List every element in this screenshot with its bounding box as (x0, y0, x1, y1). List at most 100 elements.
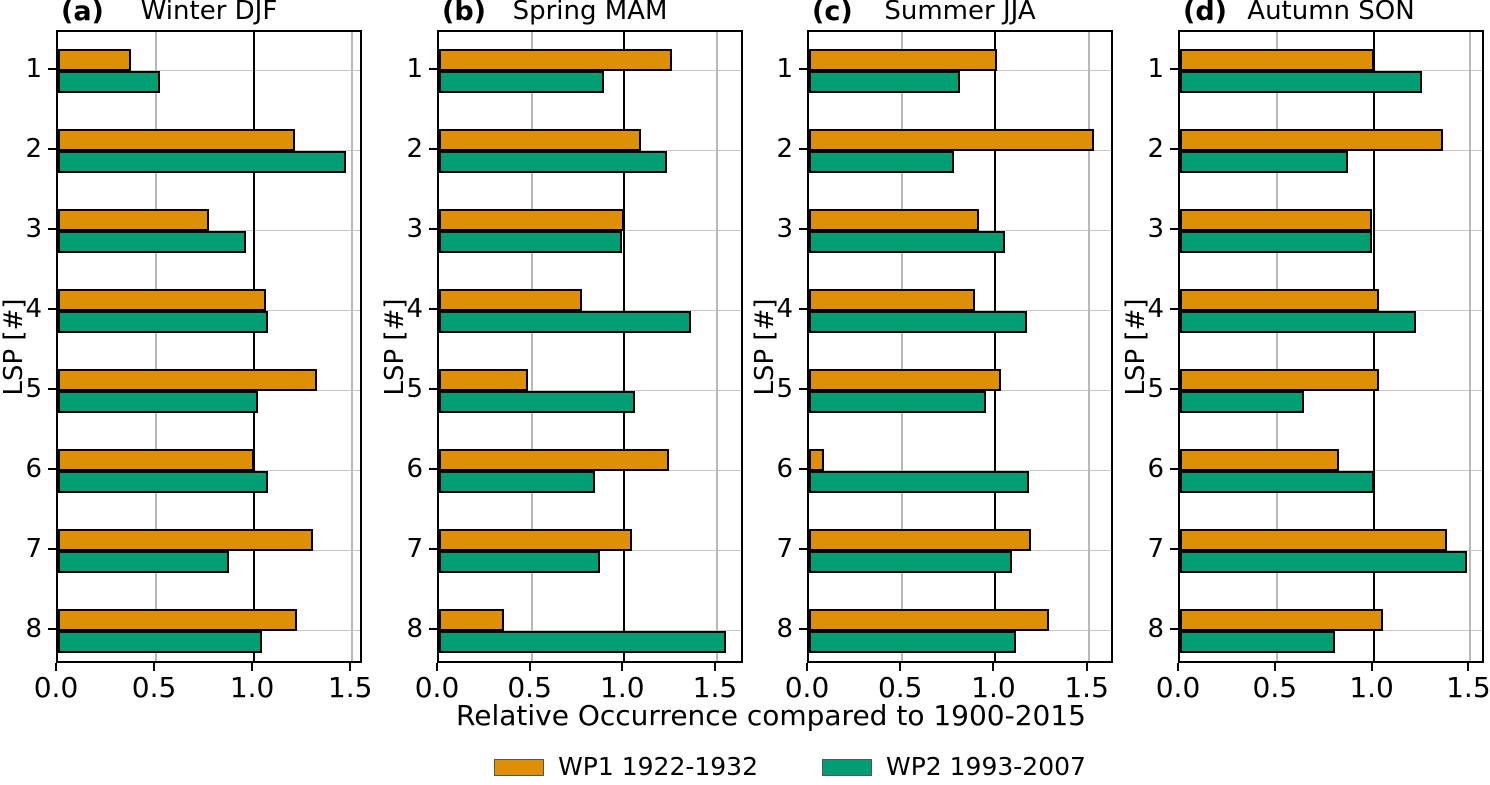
legend-swatch-wp2 (822, 758, 872, 776)
y-tick-label: 7 (25, 534, 42, 564)
y-tick-label: 7 (776, 534, 793, 564)
bar-wp1-lsp8 (809, 609, 1049, 631)
bar-wp1-lsp3 (809, 209, 979, 231)
panel-title-summer-jja: Summer JJA (c) (807, 0, 1113, 27)
panel-letter: (d) (1183, 0, 1228, 27)
bar-wp2-lsp2 (1180, 151, 1348, 173)
y-tickmark (48, 548, 56, 550)
bar-wp2-lsp1 (439, 71, 604, 93)
legend-label-wp2: WP2 1993-2007 (886, 752, 1086, 781)
y-tick-label: 2 (1147, 134, 1164, 164)
v-gridline (901, 32, 904, 661)
bar-wp2-lsp4 (58, 311, 268, 333)
x-tickmark (806, 663, 808, 671)
bar-wp1-lsp8 (439, 609, 504, 631)
x-axis-label: Relative Occurrence compared to 1900-201… (456, 699, 1086, 732)
y-tick-label: 8 (776, 614, 793, 644)
bar-wp1-lsp5 (58, 369, 317, 391)
x-tick-label: 1.5 (692, 671, 738, 704)
y-tickmark (48, 68, 56, 70)
y-tickmark (799, 388, 807, 390)
bar-wp1-lsp6 (1180, 449, 1339, 471)
bar-wp2-lsp6 (58, 471, 268, 493)
y-tickmark (799, 308, 807, 310)
y-tickmark (799, 548, 807, 550)
x-tickmark (55, 663, 57, 671)
y-tick-label: 4 (406, 294, 423, 324)
y-tickmark (1170, 388, 1178, 390)
bar-wp2-lsp5 (439, 391, 635, 413)
x-tickmark (528, 663, 531, 671)
y-tickmark (48, 148, 56, 150)
h-gridline (58, 230, 360, 231)
y-tick-label: 5 (25, 374, 42, 404)
bar-wp2-lsp6 (1180, 471, 1374, 493)
panel-title-text-wrap: Autumn SON (1178, 0, 1484, 26)
x-tickmark (1370, 663, 1373, 671)
bar-wp2-lsp2 (439, 151, 667, 173)
y-tickmark (1170, 228, 1178, 230)
bar-wp1-lsp7 (439, 529, 632, 551)
bar-wp1-lsp1 (58, 49, 131, 71)
bar-wp1-lsp8 (58, 609, 297, 631)
y-tickmark (799, 228, 807, 230)
bar-wp1-lsp2 (58, 129, 295, 151)
v-gridline (530, 32, 533, 661)
bar-wp1-lsp7 (1180, 529, 1447, 551)
bar-wp2-lsp3 (1180, 231, 1372, 253)
y-tickmark (799, 68, 807, 70)
y-tickmark (48, 308, 56, 310)
x-tick-label: 0.0 (414, 671, 460, 704)
y-tickmark (429, 388, 437, 390)
y-tick-label: 3 (406, 214, 423, 244)
v-gridline (351, 32, 354, 661)
x-tick-label: 0.5 (1252, 671, 1298, 704)
panel-title-text-wrap: Summer JJA (807, 0, 1113, 26)
bar-wp1-lsp5 (809, 369, 1001, 391)
y-tickmark (48, 468, 56, 470)
h-gridline (439, 630, 741, 631)
panel-letter: (b) (442, 0, 487, 27)
bar-wp1-lsp5 (439, 369, 528, 391)
bar-wp2-lsp3 (58, 231, 246, 253)
bar-wp1-lsp6 (439, 449, 669, 471)
plot-area-winter-djf (56, 30, 362, 663)
bar-wp2-lsp8 (58, 631, 262, 653)
bar-wp2-lsp7 (1180, 551, 1467, 573)
y-tickmark (1170, 468, 1178, 470)
y-tick-label: 8 (25, 614, 42, 644)
x-tick-label: 1.0 (600, 671, 645, 704)
plot-area-summer-jja (807, 30, 1113, 663)
x-tick-label: 0.0 (1155, 671, 1201, 704)
bar-wp2-lsp6 (439, 471, 595, 493)
y-tick-label: 6 (776, 454, 793, 484)
panel-letter-wrap: (d) (1183, 0, 1227, 27)
bar-wp1-lsp8 (1180, 609, 1383, 631)
x-tick-label: 0.5 (507, 671, 552, 704)
y-tick-label: 3 (25, 214, 42, 244)
y-tickmark (1170, 148, 1178, 150)
y-tick-label: 8 (1147, 614, 1164, 644)
bar-wp2-lsp7 (439, 551, 600, 573)
x-tickmark (251, 663, 254, 671)
v-gridline (1469, 32, 1472, 661)
y-tickmark (1170, 308, 1178, 310)
bar-wp2-lsp3 (809, 231, 1005, 253)
x-tick-label: 1.0 (229, 671, 275, 704)
bar-wp1-lsp4 (1180, 289, 1379, 311)
reference-line-1-0 (1372, 32, 1375, 661)
bar-wp1-lsp2 (809, 129, 1094, 151)
bar-wp1-lsp6 (809, 449, 824, 471)
y-tickmark (429, 148, 437, 150)
y-tickmark (429, 68, 437, 70)
h-gridline (809, 470, 1111, 471)
bar-wp1-lsp5 (1180, 369, 1379, 391)
panel-letter: (c) (812, 0, 853, 27)
bar-wp2-lsp8 (809, 631, 1016, 653)
y-tick-label: 6 (1147, 454, 1164, 484)
v-gridline (1087, 32, 1090, 661)
bar-wp2-lsp1 (1180, 71, 1422, 93)
bar-wp1-lsp7 (809, 529, 1031, 551)
y-tickmark (1170, 628, 1178, 630)
x-tickmark (153, 663, 156, 671)
